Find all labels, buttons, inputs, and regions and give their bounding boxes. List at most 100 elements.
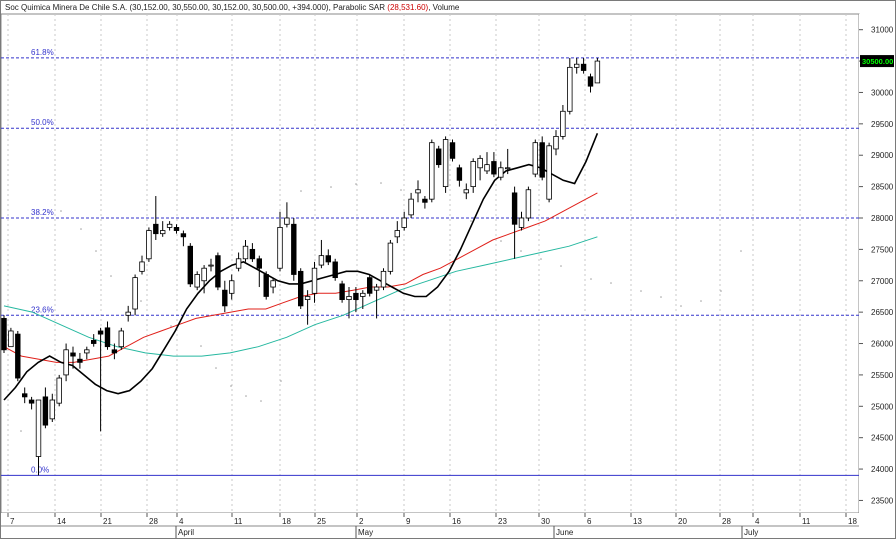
candle-body [277,227,283,269]
candle-body [318,255,325,266]
x-tick-label: 13 [633,517,642,526]
candle-body [553,135,559,150]
candle-body [429,142,435,200]
candle-body [456,167,463,181]
candle [70,346,76,369]
candle-body [132,277,138,310]
candle [325,249,331,266]
price-tag-box [860,55,894,68]
candle [284,202,290,228]
candle [77,352,83,369]
candle-body [159,230,166,235]
header-ohlc: (30,152.00, 30,550.00, 30,152.00, 30,500… [129,3,329,12]
candle [560,105,566,140]
sar-dot [60,210,62,212]
candle-body [77,358,83,363]
ma-slow-line [3,236,598,357]
candle [435,145,442,168]
candle [387,239,394,275]
y-tick-label: 23500 [871,496,894,505]
x-tick-label: 16 [452,517,461,526]
sar-dot [230,385,232,387]
candle-body [470,161,476,188]
candle [429,139,435,203]
header-indicator: Parabolic SAR [333,3,386,12]
candle [366,274,373,297]
x-tick-label: 18 [282,517,291,526]
month-label: April [178,528,194,537]
candle [215,252,221,291]
candle-body [594,60,601,84]
candle [180,230,187,247]
candle-body [35,399,42,457]
y-tick-label: 26500 [871,308,894,317]
sar-dot [560,265,562,267]
candle-body [491,161,497,175]
y-tick-label: 29500 [871,120,894,129]
candle-body [49,399,55,420]
candle [35,399,42,476]
sar-dot [400,189,402,191]
candle [97,327,104,432]
x-tick-label: 25 [317,517,326,526]
sar-dot [300,190,302,192]
candle [477,155,483,181]
sar-dot [720,290,722,292]
candle [173,224,180,234]
sar-dot [110,275,112,277]
candle-body [339,283,345,300]
sar-dot [80,228,82,230]
candle-body [311,267,318,294]
candle-body [194,274,200,288]
x-tick-label: 11 [802,517,811,526]
candle-body [346,296,352,300]
candle-body [304,296,311,300]
candle [484,152,490,175]
candle-body [139,261,145,272]
candle-body [525,189,532,219]
candle [373,283,380,319]
fib-label: 50.0% [31,118,54,127]
candle-body [235,258,242,269]
candle-body [449,142,456,159]
candle [201,265,207,294]
candle-body [408,198,414,216]
candle-body [297,270,304,307]
y-tick-label: 25500 [871,371,894,380]
sar-dot [660,296,662,298]
price-tag-label: 30500.00 [862,57,893,66]
candle [574,57,580,74]
month-label: May [358,528,373,537]
candle [504,148,511,175]
candle [277,211,283,272]
candle-body [353,292,359,300]
sar-dot [740,250,742,252]
candle-body [442,139,449,188]
x-tick-label: 6 [587,517,592,526]
candle-body [84,349,90,354]
candle-body [574,63,580,68]
candle [401,211,407,231]
sar-dot [215,367,217,369]
candle [353,287,359,313]
candle-body [15,333,21,379]
candle [208,258,214,272]
x-tick-label: 2 [359,517,364,526]
candle [21,387,28,404]
candle-body [539,142,545,178]
candle [463,183,469,200]
y-tick-label: 25000 [871,402,894,411]
candle [159,221,166,237]
candle [470,158,476,193]
candle [91,334,97,347]
x-tick-label: 4 [179,517,184,526]
y-tick-label: 28500 [871,183,894,192]
candle-body [228,280,235,294]
candle-body [325,255,331,263]
x-tick-label: 7 [10,517,15,526]
candle-body [477,157,483,169]
candle-body [1,318,7,351]
candle [318,239,325,269]
sar-dot [470,220,472,222]
